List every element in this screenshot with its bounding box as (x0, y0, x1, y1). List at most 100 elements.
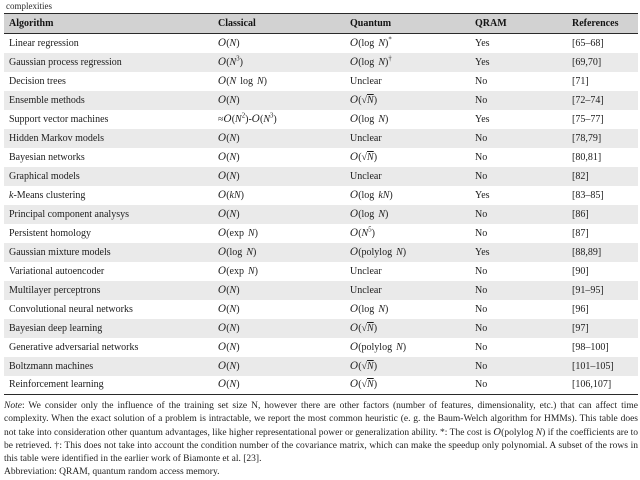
classical-complexity-cell: O(N log N) (218, 75, 268, 87)
table-row: Bayesian deep learning O(N) O(√N) No [97… (4, 318, 638, 338)
algorithm-cell: Linear regression (9, 37, 79, 49)
algorithm-cell: Gaussian process regression (9, 56, 122, 68)
algorithm-cell: Gaussian mixture models (9, 246, 111, 258)
complexity-table: Algorithm Classical Quantum QRAM Referen… (4, 13, 638, 395)
table-row: Linear regression O(N) O(log N)* Yes [65… (4, 34, 638, 53)
qram-cell: Yes (475, 56, 490, 68)
qram-cell: No (475, 75, 488, 87)
note-text: : We consider only the influence of the … (4, 401, 639, 464)
references-cell: [91–95] (572, 284, 604, 296)
references-cell: [72–74] (572, 94, 604, 106)
classical-complexity-cell: O(N) (218, 151, 240, 163)
quantum-complexity-cell: Unclear (350, 75, 382, 87)
quantum-complexity-cell: Unclear (350, 170, 382, 182)
algorithm-cell: Convolutional neural networks (9, 303, 133, 315)
qram-cell: No (475, 284, 488, 296)
references-cell: [86] (572, 208, 589, 220)
classical-complexity-cell: ≈O(N2)-O(N3) (218, 112, 277, 125)
classical-complexity-cell: O(N) (218, 132, 240, 144)
qram-cell: Yes (475, 37, 490, 49)
table-row: k-Means clustering O(kN) O(log kN) Yes [… (4, 186, 638, 205)
algorithm-cell: Principal component analysys (9, 208, 129, 220)
qram-cell: No (475, 265, 488, 277)
classical-complexity-cell: O(N) (218, 170, 240, 182)
quantum-complexity-cell: O(√N) (350, 360, 378, 372)
references-cell: [80,81] (572, 151, 602, 163)
table-row: Gaussian process regression O(N3) O(log … (4, 52, 638, 72)
qram-cell: No (475, 151, 488, 163)
algorithm-cell: Support vector machines (9, 113, 109, 125)
classical-complexity-cell: O(N) (218, 341, 240, 353)
quantum-complexity-cell: O(√N) (350, 151, 378, 163)
references-cell: [75–77] (572, 113, 604, 125)
qram-cell: No (475, 208, 488, 220)
algorithm-cell: Variational autoencoder (9, 265, 105, 277)
algorithm-cell: Hidden Markov models (9, 132, 104, 144)
references-cell: [83–85] (572, 189, 604, 201)
quantum-complexity-cell: Unclear (350, 132, 382, 144)
references-cell: [82] (572, 170, 589, 182)
table-row: Gaussian mixture models O(log N) O(polyl… (4, 242, 638, 262)
header-cell-qram: QRAM (475, 18, 507, 29)
quantum-complexity-cell: Unclear (350, 265, 382, 277)
references-cell: [98–100] (572, 341, 609, 353)
qram-cell: Yes (475, 246, 490, 258)
table-body: Linear regression O(N) O(log N)* Yes [65… (4, 34, 638, 395)
qram-cell: No (475, 94, 488, 106)
classical-complexity-cell: O(N) (218, 360, 240, 372)
abbreviation-line: Abbreviation: QRAM, quantum random acces… (4, 467, 220, 477)
qram-cell: No (475, 379, 488, 391)
qram-cell: No (475, 341, 488, 353)
table-row: Variational autoencoder O(exp N) Unclear… (4, 262, 638, 281)
references-cell: [71] (572, 75, 589, 87)
qram-cell: No (475, 132, 488, 144)
classical-complexity-cell: O(N) (218, 322, 240, 334)
classical-complexity-cell: O(N3) (218, 55, 243, 68)
table-row: Principal component analysys O(N) O(log … (4, 204, 638, 224)
algorithm-cell: Decision trees (9, 75, 66, 87)
classical-complexity-cell: O(exp N) (218, 265, 258, 277)
references-cell: [90] (572, 265, 589, 277)
table-header-row: Algorithm Classical Quantum QRAM Referen… (4, 13, 638, 34)
qram-cell: No (475, 227, 488, 239)
references-cell: [88,89] (572, 246, 602, 258)
quantum-complexity-cell: Unclear (350, 284, 382, 296)
algorithm-cell: Bayesian networks (9, 151, 85, 163)
algorithm-cell: Multilayer perceptrons (9, 284, 101, 296)
references-cell: [87] (572, 227, 589, 239)
header-cell-quantum: Quantum (350, 18, 392, 29)
algorithm-cell: Persistent homology (9, 227, 91, 239)
algorithm-cell: Generative adversarial networks (9, 341, 139, 353)
quantum-complexity-cell: O(log N) (350, 208, 389, 220)
header-cell-references: References (572, 18, 619, 29)
classical-complexity-cell: O(N) (218, 94, 240, 106)
table-row: Generative adversarial networks O(N) O(p… (4, 338, 638, 357)
references-cell: [96] (572, 303, 589, 315)
algorithm-cell: Ensemble methods (9, 94, 85, 106)
references-cell: [101–105] (572, 360, 614, 372)
qram-cell: Yes (475, 113, 490, 125)
algorithm-cell: Boltzmann machines (9, 360, 94, 372)
table-caption-fragment: complexities (6, 1, 52, 11)
quantum-complexity-cell: O(log N) (350, 113, 389, 125)
header-cell-algorithm: Algorithm (9, 18, 54, 29)
quantum-complexity-cell: O(√N) (350, 322, 378, 334)
algorithm-cell: Reinforcement learning (9, 379, 104, 391)
qram-cell: No (475, 360, 488, 372)
references-cell: [97] (572, 322, 589, 334)
qram-cell: No (475, 322, 488, 334)
table-row: Reinforcement learning O(N) O(√N) No [10… (4, 376, 638, 395)
classical-complexity-cell: O(N) (218, 379, 240, 391)
table-row: Graphical models O(N) Unclear No [82] (4, 166, 638, 186)
quantum-complexity-cell: O(polylog N) (350, 341, 407, 353)
table-row: Bayesian networks O(N) O(√N) No [80,81] (4, 148, 638, 167)
classical-complexity-cell: O(log N) (218, 246, 257, 258)
references-cell: [69,70] (572, 56, 602, 68)
classical-complexity-cell: O(exp N) (218, 227, 258, 239)
algorithm-cell: Bayesian deep learning (9, 322, 103, 334)
classical-complexity-cell: O(N) (218, 303, 240, 315)
table-row: Persistent homology O(exp N) O(N5) No [8… (4, 224, 638, 243)
table-row: Boltzmann machines O(N) O(√N) No [101–10… (4, 356, 638, 376)
quantum-complexity-cell: O(N5) (350, 226, 375, 239)
